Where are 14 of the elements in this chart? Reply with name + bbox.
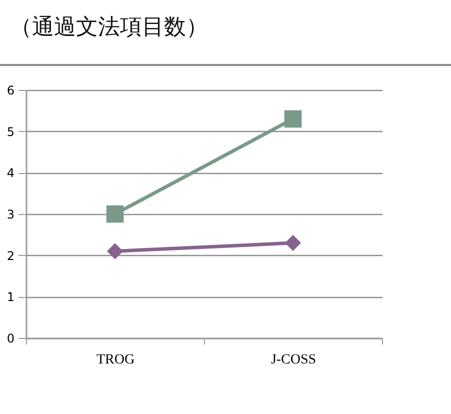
point (284, 110, 302, 128)
point (106, 205, 124, 223)
y-tick-label: 1 (6, 290, 14, 304)
x-tick-label: TROG (96, 352, 135, 368)
y-tick-label: 3 (6, 208, 14, 222)
y-tick-label: 6 (6, 84, 14, 98)
point (106, 243, 124, 260)
y-tick-label: 5 (6, 124, 14, 139)
x-tick-label: J-COSS (270, 352, 316, 368)
y-tick-label: 2 (6, 248, 14, 263)
y-tick-label: 4 (6, 166, 14, 180)
chart-title: （通過文法項目数） (10, 14, 208, 42)
point (284, 234, 302, 251)
y-tick-label: 0 (6, 332, 14, 346)
